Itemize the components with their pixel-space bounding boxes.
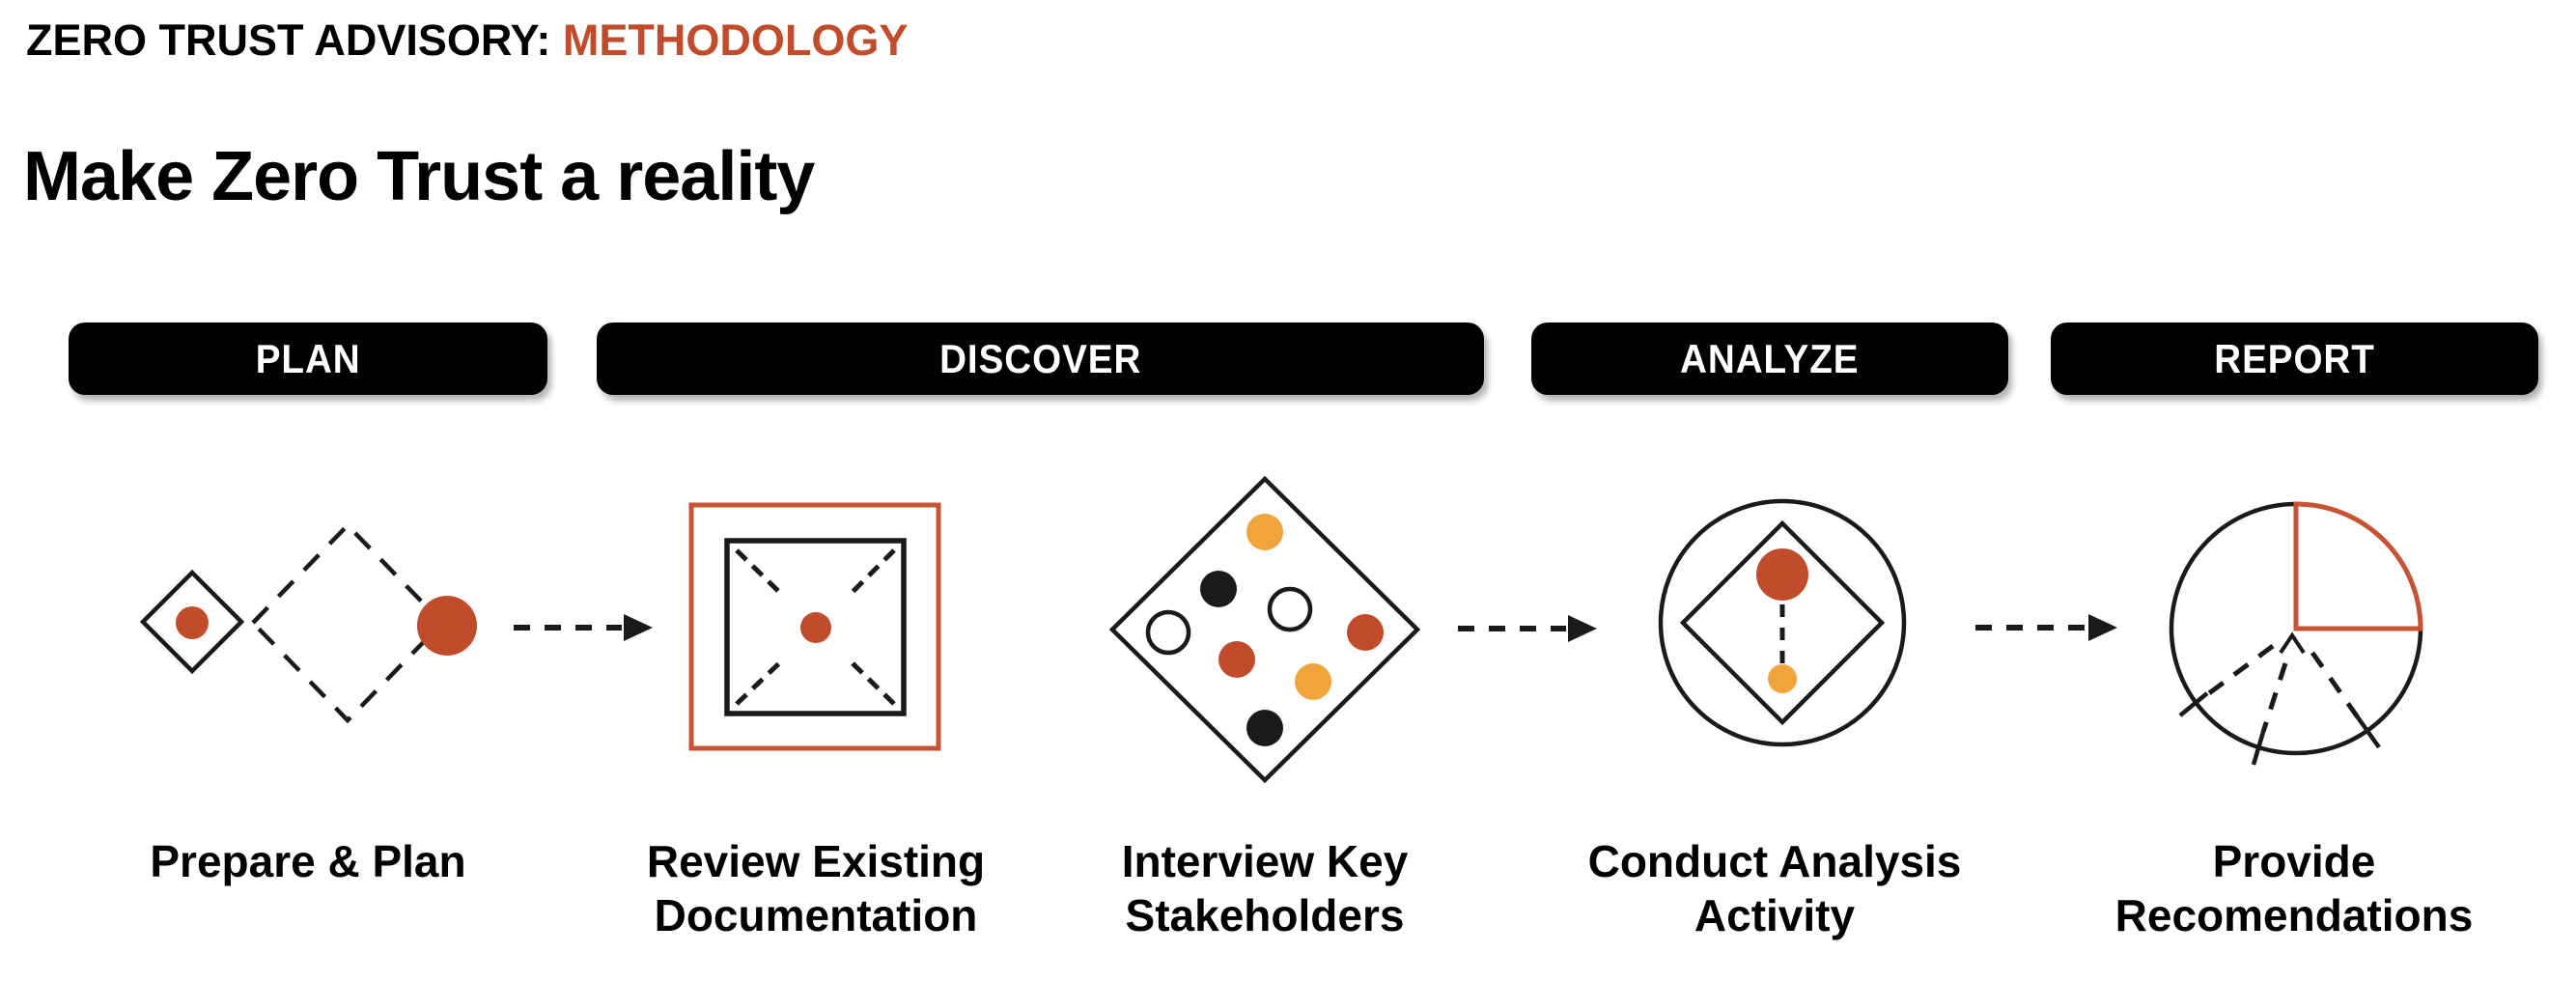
step-label-review-documentation: Review Existing Documentation bbox=[555, 834, 1077, 942]
phase-pill-plan: PLAN bbox=[69, 322, 547, 395]
large-red-dot bbox=[417, 596, 477, 656]
analysis-circle bbox=[1658, 498, 1907, 747]
black-dot bbox=[1200, 571, 1237, 607]
diagonal-dash-ul bbox=[735, 548, 782, 595]
review-documentation-icon bbox=[688, 502, 941, 751]
circle-tick bbox=[2251, 731, 2266, 766]
phase-pill-analyze: ANALYZE bbox=[1531, 322, 2008, 395]
hollow-dot bbox=[1267, 586, 1313, 632]
step-label-line: Prepare & Plan bbox=[150, 836, 466, 886]
hollow-dot bbox=[1145, 609, 1191, 656]
step-label-provide-recommendations: Provide Recomendations bbox=[2033, 834, 2555, 942]
dashed-radius bbox=[2310, 651, 2361, 719]
phase-pill-analyze-label: ANALYZE bbox=[1680, 335, 1860, 381]
phase-pill-report-label: REPORT bbox=[2214, 335, 2375, 381]
phase-pill-discover-label: DISCOVER bbox=[938, 335, 1142, 381]
step-label-line: Recomendations bbox=[2114, 890, 2474, 940]
dashed-diamond bbox=[249, 521, 446, 724]
outer-red-square bbox=[688, 502, 941, 751]
flow-arrow-icon bbox=[1458, 615, 1597, 642]
provide-recommendations-icon bbox=[2169, 501, 2423, 766]
diagonal-dash-lr bbox=[850, 660, 896, 706]
inner-black-square bbox=[724, 538, 907, 716]
small-amber-dot bbox=[1768, 664, 1797, 693]
amber-dot bbox=[1246, 514, 1283, 550]
center-arrowhead bbox=[2279, 631, 2306, 655]
red-quarter-slice bbox=[2293, 501, 2423, 631]
eyebrow-prefix: ZERO TRUST ADVISORY: bbox=[26, 15, 563, 65]
step-label-line: Review Existing bbox=[646, 836, 986, 886]
small-diamond bbox=[139, 569, 245, 675]
step-label-line: Activity bbox=[1694, 890, 1856, 940]
amber-dot bbox=[1295, 663, 1331, 700]
step-label-line: Conduct Analysis bbox=[1587, 836, 1962, 886]
dashed-radius bbox=[2207, 643, 2275, 696]
process-icons-canvas bbox=[139, 475, 2423, 784]
prepare-plan-icon bbox=[139, 521, 477, 724]
eyebrow: ZERO TRUST ADVISORY: METHODOLOGY bbox=[26, 15, 908, 66]
stakeholder-diamond bbox=[1108, 475, 1421, 784]
diagonal-dash-ur bbox=[850, 548, 896, 595]
flow-arrow-icon bbox=[514, 614, 653, 641]
conduct-analysis-icon bbox=[1658, 498, 1907, 747]
analysis-diamond bbox=[1679, 519, 1886, 726]
red-dot bbox=[1218, 641, 1255, 678]
flow-arrow-icon bbox=[1975, 614, 2117, 641]
dashed-radius bbox=[2260, 662, 2288, 733]
circle-tick bbox=[2178, 691, 2209, 717]
red-dot bbox=[1347, 614, 1384, 651]
small-red-dot bbox=[176, 606, 209, 639]
step-label-line: Stakeholders bbox=[1125, 890, 1405, 940]
circle-tick bbox=[2356, 715, 2381, 749]
arrow-head bbox=[1568, 615, 1597, 642]
step-label-line: Interview Key bbox=[1121, 836, 1409, 886]
diagonal-dash-ll bbox=[735, 660, 782, 706]
step-label-conduct-analysis: Conduct Analysis Activity bbox=[1514, 834, 2035, 942]
eyebrow-highlight: METHODOLOGY bbox=[562, 15, 909, 65]
arrow-head bbox=[2088, 614, 2117, 641]
large-red-dot bbox=[1756, 548, 1808, 601]
step-label-interview-stakeholders: Interview Key Stakeholders bbox=[1004, 834, 1526, 942]
phase-pill-plan-label: PLAN bbox=[255, 335, 361, 381]
phase-pill-discover: DISCOVER bbox=[597, 322, 1484, 395]
black-dot bbox=[1246, 710, 1283, 746]
page-title: Make Zero Trust a reality bbox=[23, 138, 815, 215]
step-label-line: Provide bbox=[2212, 836, 2376, 886]
phase-pill-report: REPORT bbox=[2051, 322, 2538, 395]
step-label-line: Documentation bbox=[654, 890, 978, 940]
arrow-head bbox=[624, 614, 653, 641]
interview-stakeholders-icon bbox=[1108, 475, 1421, 784]
center-red-dot bbox=[800, 612, 831, 643]
step-label-prepare-plan: Prepare & Plan bbox=[47, 834, 569, 888]
